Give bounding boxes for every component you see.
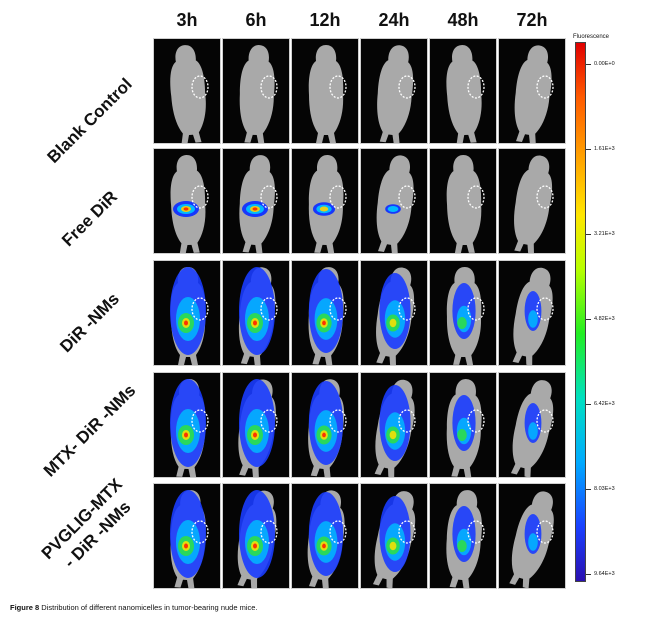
mouse-image: [360, 38, 428, 144]
colorbar-tick: [586, 234, 591, 235]
colorbar-tick-label: 3.21E+3: [594, 231, 615, 237]
mouse-image: [360, 372, 428, 478]
mouse-image: [153, 148, 221, 254]
fluorescence-colorbar: [575, 42, 586, 582]
time-label-6h: 6h: [245, 10, 267, 30]
mouse-image: [429, 38, 497, 144]
mouse-image: [429, 260, 497, 366]
mouse-image: [222, 372, 290, 478]
mouse-image: [291, 260, 359, 366]
colorbar-tick: [586, 574, 591, 575]
mouse-image: [153, 372, 221, 478]
mouse-image: [429, 372, 497, 478]
mouse-image: [360, 148, 428, 254]
colorbar-tick-label: 4.82E+3: [594, 316, 615, 322]
row-label-dir-nms: DiR -NMs: [56, 289, 124, 357]
time-label-72h: 72h: [516, 10, 548, 30]
colorbar-title: Fluorescence: [573, 34, 610, 40]
colorbar-tick: [586, 489, 591, 490]
colorbar-tick: [586, 149, 591, 150]
mouse-image: [222, 260, 290, 366]
mouse-image: [153, 260, 221, 366]
row-label-blank-control: Blank Control: [43, 74, 136, 167]
mouse-image: [360, 260, 428, 366]
mouse-image: [222, 148, 290, 254]
mouse-image: [291, 372, 359, 478]
mouse-image: [360, 483, 428, 589]
mouse-image: [153, 483, 221, 589]
mouse-image: [222, 483, 290, 589]
colorbar-tick: [586, 404, 591, 405]
mouse-image: [153, 38, 221, 144]
mouse-image: [498, 148, 566, 254]
time-label-48h: 48h: [447, 10, 479, 30]
colorbar-tick-label: 1.61E+3: [594, 146, 615, 152]
mouse-image: [498, 483, 566, 589]
colorbar-tick-label: 8.03E+3: [594, 486, 615, 492]
colorbar-tick: [586, 64, 591, 65]
mouse-image: [429, 148, 497, 254]
mouse-image: [498, 260, 566, 366]
caption-label: Figure 8: [10, 603, 40, 612]
time-label-3h: 3h: [176, 10, 198, 30]
caption-text: Distribution of different nanomicelles i…: [41, 603, 258, 612]
colorbar-tick-label: 9.64E+3: [594, 571, 615, 577]
mouse-image: [498, 372, 566, 478]
row-label-free-dir: Free DiR: [58, 187, 122, 251]
colorbar-tick-label: 0.00E+0: [594, 61, 615, 67]
time-label-12h: 12h: [309, 10, 341, 30]
mouse-image: [291, 483, 359, 589]
mouse-image: [291, 38, 359, 144]
colorbar-tick: [586, 319, 591, 320]
mouse-image: [222, 38, 290, 144]
time-label-24h: 24h: [378, 10, 410, 30]
colorbar-tick-label: 6.42E+3: [594, 401, 615, 407]
mouse-image: [498, 38, 566, 144]
mouse-image: [291, 148, 359, 254]
mouse-image: [429, 483, 497, 589]
figure-caption: Figure 8 Distribution of different nanom…: [10, 603, 258, 612]
row-label-mtx-dir-nms: MTX- DiR -NMs: [39, 380, 140, 481]
